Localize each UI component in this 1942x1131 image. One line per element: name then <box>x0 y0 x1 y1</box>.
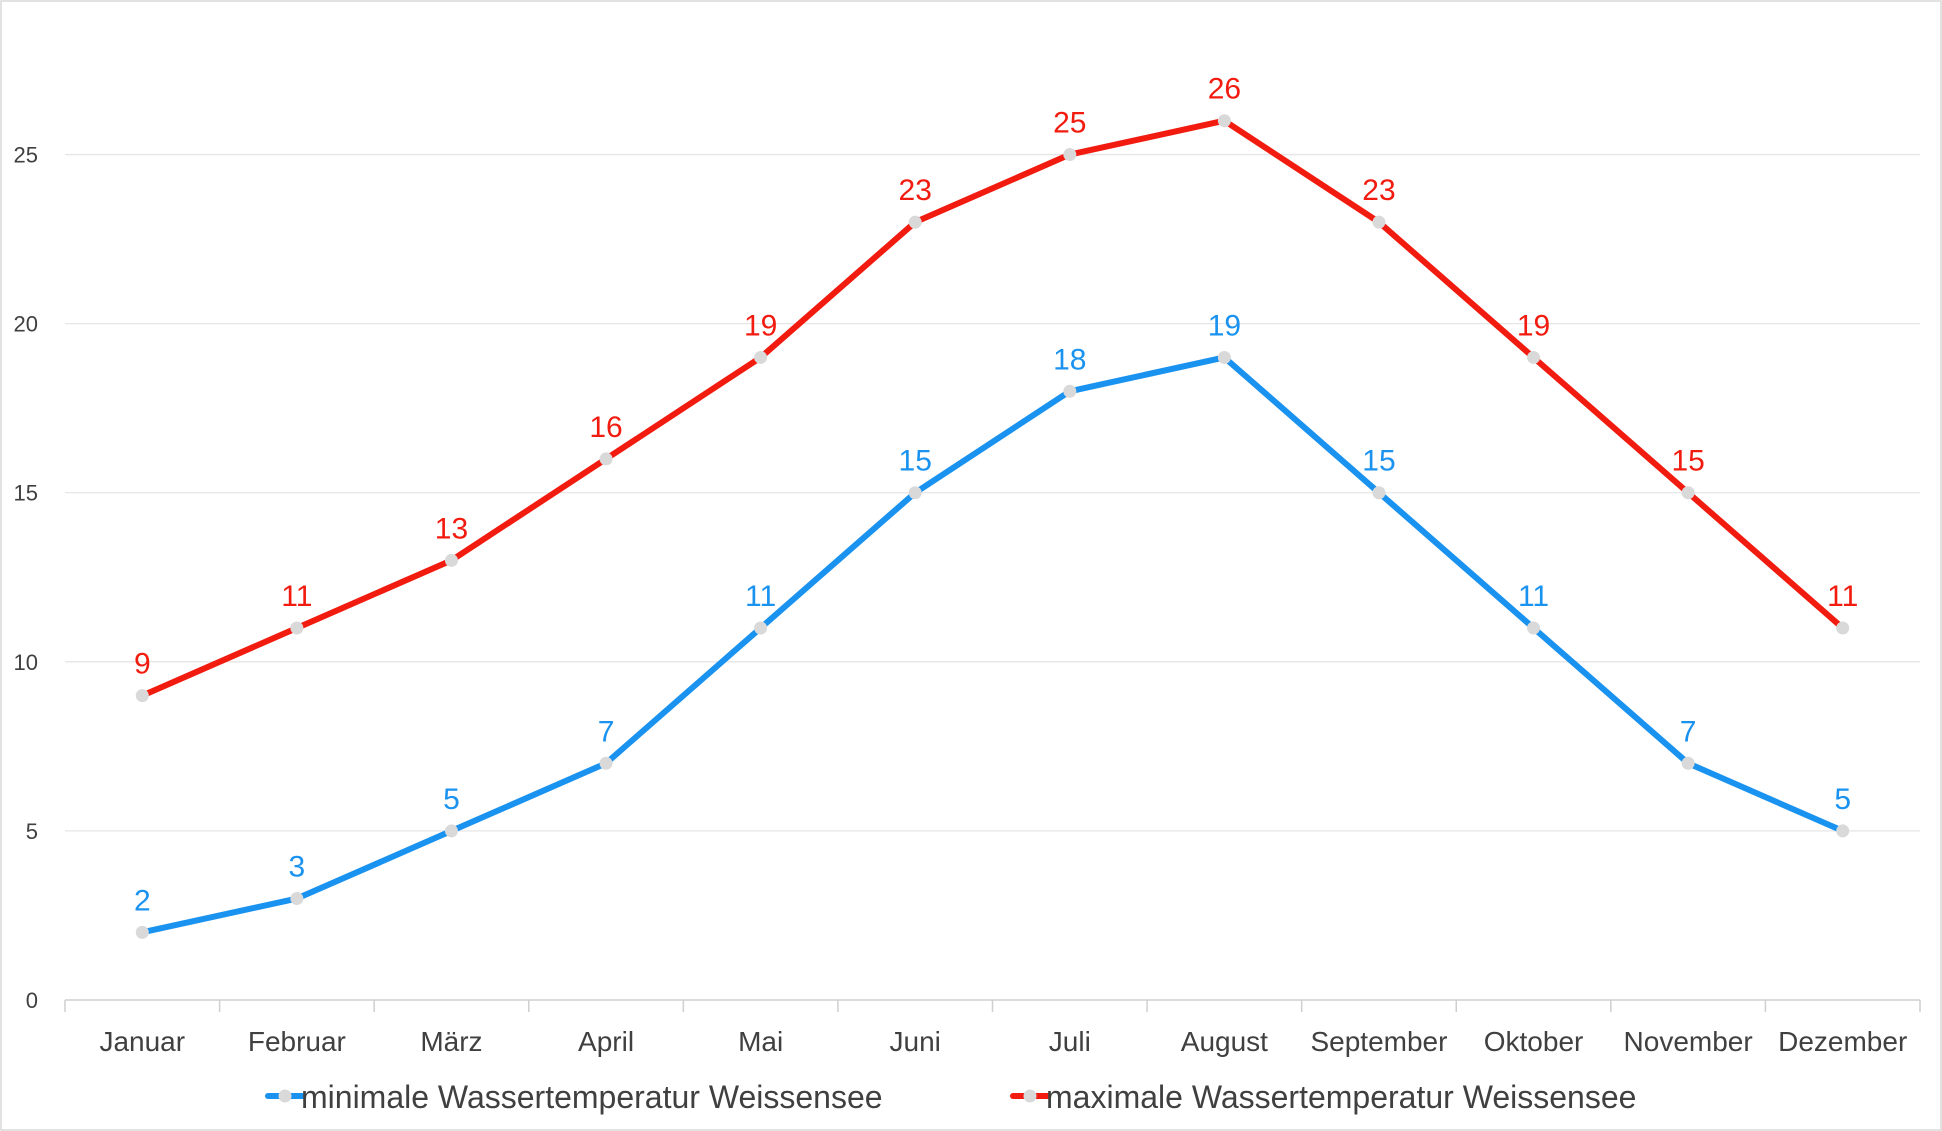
x-tick-label: Mai <box>738 1026 783 1057</box>
data-point <box>1681 486 1695 500</box>
data-label: 16 <box>589 411 622 444</box>
data-point <box>754 350 768 364</box>
data-label: 13 <box>435 512 468 545</box>
data-label: 26 <box>1208 73 1241 106</box>
data-label: 9 <box>134 648 151 681</box>
data-point <box>1063 148 1077 162</box>
y-tick-label: 10 <box>14 650 38 675</box>
data-point <box>135 689 149 703</box>
y-tick-label: 0 <box>26 988 38 1013</box>
data-label: 23 <box>1362 174 1395 207</box>
data-labels: 2357111518191511759111316192325262319151… <box>134 73 1858 918</box>
data-point <box>290 621 304 635</box>
y-axis-ticks: 0 5 10 15 20 25 <box>14 143 38 1013</box>
data-label: 5 <box>1834 783 1851 816</box>
data-label: 19 <box>1208 309 1241 342</box>
data-point <box>1836 824 1850 838</box>
data-label: 11 <box>1827 580 1858 613</box>
data-point <box>754 621 768 635</box>
gridlines <box>65 153 1920 832</box>
x-tick-label: Februar <box>248 1026 346 1057</box>
legend-item-min[interactable]: minimale Wassertemperatur Weissensee <box>265 1079 883 1115</box>
x-tick-label: April <box>578 1026 634 1057</box>
data-point <box>1836 621 1850 635</box>
data-label: 15 <box>899 445 932 478</box>
data-point <box>1527 621 1541 635</box>
y-tick-label: 20 <box>14 312 38 337</box>
x-tick-label: August <box>1181 1026 1268 1057</box>
series-markers <box>135 114 1850 939</box>
data-label: 15 <box>1362 445 1395 478</box>
x-tick-label: Oktober <box>1484 1026 1584 1057</box>
x-axis-ticks: Januar Februar März April Mai Juni Juli August S… <box>64 999 1921 1057</box>
data-label: 11 <box>1518 580 1549 613</box>
data-point <box>599 756 613 770</box>
data-point <box>599 452 613 466</box>
data-label: 18 <box>1053 343 1086 376</box>
data-point <box>1372 215 1386 229</box>
y-tick-label: 25 <box>14 143 38 168</box>
data-label: 5 <box>443 783 460 816</box>
legend[interactable]: minimale Wassertemperatur Weissensee maxi… <box>265 1079 1636 1115</box>
data-label: 3 <box>289 851 306 884</box>
x-tick-label: November <box>1624 1026 1753 1057</box>
series-lines <box>139 117 1846 936</box>
legend-label: minimale Wassertemperatur Weissensee <box>301 1079 883 1115</box>
legend-item-max[interactable]: maximale Wassertemperatur Weissensee <box>1010 1079 1636 1115</box>
data-label: 25 <box>1053 107 1086 140</box>
data-label: 15 <box>1671 445 1704 478</box>
data-label: 19 <box>1517 309 1550 342</box>
data-label: 2 <box>134 884 151 917</box>
x-tick-label: September <box>1310 1026 1447 1057</box>
data-point <box>1527 350 1541 364</box>
series-line-max <box>139 117 1846 699</box>
data-point <box>908 215 922 229</box>
data-point <box>1372 486 1386 500</box>
data-label: 7 <box>1680 715 1697 748</box>
data-label: 11 <box>281 580 312 613</box>
data-point <box>1217 114 1231 128</box>
x-tick-label: Januar <box>99 1026 185 1057</box>
data-label: 7 <box>598 715 615 748</box>
data-label: 11 <box>745 580 776 613</box>
data-point <box>1063 384 1077 398</box>
x-tick-label: Juli <box>1049 1026 1091 1057</box>
legend-label: maximale Wassertemperatur Weissensee <box>1046 1079 1636 1115</box>
legend-marker-swatch <box>278 1089 292 1103</box>
y-tick-label: 5 <box>26 819 38 844</box>
data-point <box>135 925 149 939</box>
data-point <box>444 553 458 567</box>
y-tick-label: 15 <box>14 481 38 506</box>
legend-marker-swatch <box>1023 1089 1037 1103</box>
data-label: 23 <box>899 174 932 207</box>
x-tick-label: Juni <box>890 1026 941 1057</box>
data-point <box>1681 756 1695 770</box>
data-point <box>444 824 458 838</box>
series-line-min <box>139 354 1846 936</box>
data-point <box>1217 350 1231 364</box>
data-label: 19 <box>744 309 777 342</box>
data-point <box>908 486 922 500</box>
x-tick-label: Dezember <box>1778 1026 1907 1057</box>
data-point <box>290 892 304 906</box>
x-tick-label: März <box>420 1026 482 1057</box>
